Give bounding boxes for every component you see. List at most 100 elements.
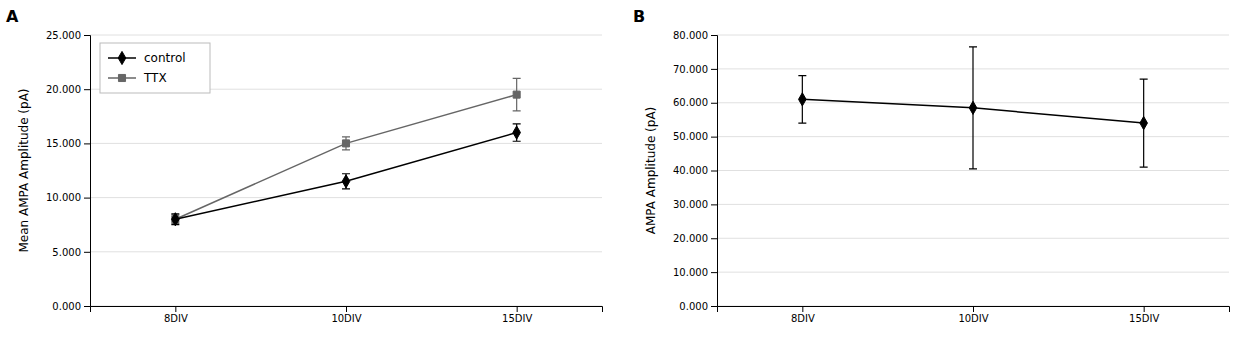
x-tick-label: 15DIV (1129, 313, 1159, 324)
x-tick: 15DIV (502, 306, 532, 324)
panel: B 0.000 10.000 20.000 30.000 40.000 50.000 60.0… (633, 7, 1230, 324)
marker (342, 140, 349, 147)
y-tick-label: 30.000 (673, 199, 708, 210)
error-bar (342, 174, 350, 189)
marker (969, 101, 977, 114)
x-tick: 8DIV (164, 306, 188, 324)
error-bar (1140, 79, 1148, 167)
grid (717, 35, 1229, 306)
x-tick-label: 10DIV (331, 313, 361, 324)
y-tick-mark (711, 103, 717, 104)
x-tick-label: 15DIV (502, 313, 532, 324)
legend-item: control (108, 51, 186, 65)
y-tick-mark (711, 204, 717, 205)
grid-line (717, 272, 1229, 273)
y-axis-label: Mean AMPA Amplitude (pA) (17, 88, 31, 252)
x-tick: 10DIV (331, 306, 361, 324)
y-tick: 25.000 (46, 30, 90, 41)
y-axis-line (84, 36, 91, 307)
y-tick: 10.000 (46, 192, 90, 203)
x-tick-label: 8DIV (791, 313, 815, 324)
plot-area: 0.000 10.000 20.000 30.000 40.000 50.000 60.00… (644, 30, 1230, 324)
legend-swatch-marker (118, 74, 125, 81)
series-line (175, 133, 516, 220)
y-tick: 30.000 (673, 199, 717, 210)
error-bar (969, 47, 977, 169)
plot-area: 0.0005.00010.00015.00020.00025.0008DIV10… (17, 30, 603, 324)
y-axis: 0.000 10.000 20.000 30.000 40.000 50.000 60.00… (673, 30, 718, 312)
y-tick-mark (84, 89, 90, 90)
grid-line (90, 251, 602, 252)
y-axis-line (711, 36, 718, 307)
y-tick-label: 70.000 (673, 64, 708, 75)
y-tick: 40.000 (673, 165, 717, 176)
series (798, 47, 1147, 169)
y-tick: 0.000 (52, 301, 90, 312)
marker (1140, 116, 1148, 129)
y-tick: 20.000 (46, 84, 90, 95)
x-tick-label: 8DIV (164, 313, 188, 324)
panel: A0.0005.00010.00015.00020.00025.0008DIV1… (6, 7, 603, 324)
error-bar (513, 78, 521, 111)
x-axis-line (718, 307, 1230, 313)
x-tick-mark (175, 306, 176, 312)
legend: control TTX (100, 43, 210, 93)
y-tick-mark (711, 306, 717, 307)
y-axis: 0.0005.00010.00015.00020.00025.000 (46, 30, 91, 312)
y-tick: 20.000 (673, 233, 717, 244)
y-tick: 70.000 (673, 64, 717, 75)
x-tick-mark (346, 306, 347, 312)
y-tick-mark (711, 238, 717, 239)
marker (172, 213, 180, 226)
series (171, 124, 520, 226)
y-tick: 50.000 (673, 131, 717, 142)
x-tick-mark (973, 306, 974, 312)
x-axis: 8DIV 10DIV 15DIV (718, 306, 1230, 324)
y-tick-mark (84, 252, 90, 253)
grid-line (717, 170, 1229, 171)
legend-label: TTX (143, 71, 167, 85)
grid-line (717, 204, 1229, 205)
y-tick: 5.000 (52, 247, 90, 258)
x-axis-line (91, 307, 603, 313)
y-tick-label: 5.000 (52, 247, 81, 258)
legend-frame (100, 43, 210, 93)
figure: A0.0005.00010.00015.00020.00025.0008DIV1… (0, 0, 1254, 351)
y-tick-label: 50.000 (673, 131, 708, 142)
legend-swatch-marker (118, 51, 126, 64)
grid-line (717, 35, 1229, 36)
panel-title: B (633, 7, 645, 26)
y-tick: 10.000 (673, 267, 717, 278)
grid-line (90, 35, 602, 36)
y-tick: 80.000 (673, 30, 717, 41)
data-marks (798, 47, 1147, 169)
y-tick-label: 20.000 (46, 84, 81, 95)
x-axis: 8DIV 10DIV 15DIV (91, 306, 603, 324)
y-tick-label: 80.000 (673, 30, 708, 41)
error-bar (798, 76, 806, 123)
y-tick-label: 0.000 (679, 301, 708, 312)
y-tick: 60.000 (673, 97, 717, 108)
x-tick: 8DIV (791, 306, 815, 324)
y-tick-label: 60.000 (673, 97, 708, 108)
y-tick-mark (711, 137, 717, 138)
y-tick-mark (84, 198, 90, 199)
series (171, 78, 520, 223)
x-tick-mark (517, 306, 518, 312)
y-tick-label: 10.000 (46, 192, 81, 203)
y-tick: 0.000 (679, 301, 717, 312)
x-tick-mark (802, 306, 803, 312)
data-marks (171, 78, 520, 226)
y-tick-label: 10.000 (673, 267, 708, 278)
y-tick-label: 0.000 (52, 301, 81, 312)
series-line (175, 95, 516, 220)
x-tick-label: 10DIV (958, 313, 988, 324)
marker (342, 175, 350, 188)
y-tick-mark (711, 272, 717, 273)
y-tick-mark (711, 69, 717, 70)
y-tick-mark (711, 35, 717, 36)
y-tick-mark (84, 306, 90, 307)
y-tick-label: 25.000 (46, 30, 81, 41)
y-tick-label: 40.000 (673, 165, 708, 176)
grid (90, 35, 602, 306)
